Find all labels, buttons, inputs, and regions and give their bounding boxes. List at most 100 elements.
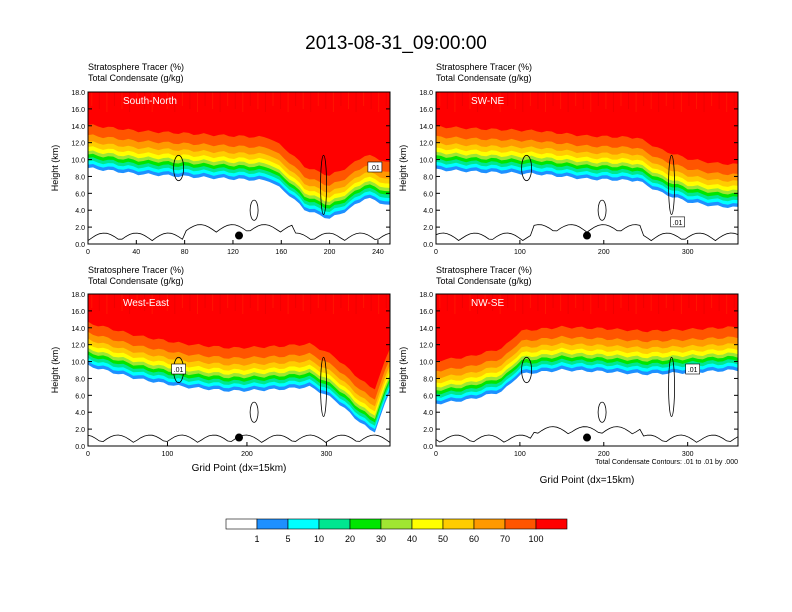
- cloud-contour: [668, 356, 675, 417]
- x-tick-label: 0: [86, 451, 90, 458]
- plot-frame: [435, 293, 739, 447]
- panel-3-xlabel: Grid Point (dx=15km): [192, 463, 287, 474]
- plot-4: .01 NW-SE 0.0 2.0 4.0 6.0 8.0 10.0 12.0 14.0 16.0 1…: [398, 292, 739, 458]
- x-tick-label: 240: [372, 249, 384, 256]
- y-tick-label: 8.0: [75, 376, 85, 383]
- y-tick-label: 6.0: [423, 393, 433, 400]
- legend-label: 5: [285, 534, 290, 544]
- y-tick-label: 14.0: [71, 124, 85, 131]
- cloud-contour: [668, 154, 675, 215]
- tracer-band-1: [436, 294, 738, 362]
- plot-frame: [87, 293, 391, 447]
- panel-south-north: Stratosphere Tracer (%) Total Condensate…: [88, 62, 184, 83]
- x-tick-label: 0: [434, 451, 438, 458]
- panel-3-subtitle-1: Stratosphere Tracer (%): [88, 265, 184, 275]
- legend-label: 70: [500, 534, 510, 544]
- x-tick-label: 120: [227, 249, 239, 256]
- panel-label: West-East: [123, 298, 169, 309]
- y-tick-label: 2.0: [423, 427, 433, 434]
- plot-1: .01 South-North 0.0 2.0 4.0 6.0 8.0 10.0 12.0 14.…: [50, 90, 391, 256]
- y-tick-label: 12.0: [419, 141, 433, 148]
- panel-3-subtitle-2: Total Condensate (g/kg): [88, 276, 184, 286]
- tracer-band-1: [88, 92, 390, 176]
- panel-label: NW-SE: [471, 298, 504, 309]
- y-axis-label: Height (km): [398, 145, 408, 192]
- y-tick-label: 16.0: [71, 107, 85, 114]
- legend-label: 20: [345, 534, 355, 544]
- tracer-band-1: [436, 92, 738, 165]
- x-tick-label: 80: [181, 249, 189, 256]
- plot-2: .01 SW-NE 0.0 2.0 4.0 6.0 8.0 10.0 12.0 14.0 16.0 1…: [398, 90, 739, 256]
- plot-frame: [87, 91, 391, 245]
- cloud-contour: [320, 356, 327, 417]
- y-tick-label: 14.0: [419, 124, 433, 131]
- legend-swatch: [504, 518, 537, 530]
- x-tick-label: 100: [514, 249, 526, 256]
- legend-label: 30: [376, 534, 386, 544]
- legend-swatch: [535, 518, 568, 530]
- y-tick-label: 12.0: [419, 343, 433, 350]
- y-tick-label: 14.0: [419, 326, 433, 333]
- cloud-contour: [521, 356, 532, 384]
- location-marker: [235, 231, 243, 240]
- y-tick-label: 6.0: [75, 393, 85, 400]
- y-tick-label: 4.0: [75, 208, 85, 215]
- location-marker: [583, 433, 591, 442]
- contour-label: .01: [174, 367, 184, 374]
- cloud-contour: [521, 154, 532, 182]
- legend-label: 10: [314, 534, 324, 544]
- y-tick-label: 4.0: [423, 208, 433, 215]
- y-tick-label: 10.0: [419, 360, 433, 367]
- panel-1-subtitle-2: Total Condensate (g/kg): [88, 73, 184, 83]
- y-tick-label: 2.0: [75, 427, 85, 434]
- plot-3: .01 West-East 0.0 2.0 4.0 6.0 8.0 10.0 12.0 14.0 1…: [50, 292, 391, 458]
- x-tick-label: 200: [598, 451, 610, 458]
- legend-swatch: [225, 518, 258, 530]
- contour-label: .01: [370, 165, 380, 172]
- cloud-contour: [249, 401, 259, 423]
- figure-title: 2013-08-31_09:00:00: [305, 33, 487, 54]
- legend-swatch: [287, 518, 320, 530]
- contour-label: .01: [688, 367, 698, 374]
- x-tick-label: 0: [434, 249, 438, 256]
- y-tick-label: 0.0: [75, 242, 85, 249]
- x-tick-label: 100: [514, 451, 526, 458]
- x-tick-label: 100: [162, 451, 174, 458]
- panel-4-subtitle-1: Stratosphere Tracer (%): [436, 265, 532, 275]
- contour-label-box: [685, 363, 701, 375]
- y-tick-label: 8.0: [423, 376, 433, 383]
- y-tick-label: 18.0: [71, 292, 85, 299]
- location-marker: [583, 231, 591, 240]
- condensate-contour: [436, 426, 738, 443]
- panel-2-subtitle-1: Stratosphere Tracer (%): [436, 62, 532, 72]
- panel-1-subtitle-1: Stratosphere Tracer (%): [88, 62, 184, 72]
- legend-swatch: [318, 518, 351, 530]
- y-tick-label: 8.0: [75, 174, 85, 181]
- x-tick-label: 0: [86, 249, 90, 256]
- y-tick-label: 2.0: [423, 225, 433, 232]
- legend-label: 40: [407, 534, 417, 544]
- condensate-contour: [88, 224, 390, 242]
- plot-frame: [435, 91, 739, 245]
- y-tick-label: 18.0: [419, 292, 433, 299]
- y-tick-label: 4.0: [423, 410, 433, 417]
- y-tick-label: 0.0: [423, 242, 433, 249]
- y-tick-label: 10.0: [71, 360, 85, 367]
- y-tick-label: 18.0: [71, 90, 85, 97]
- legend-label: 100: [528, 534, 543, 544]
- cloud-contour: [597, 401, 607, 423]
- panel-nw-se: Stratosphere Tracer (%) Total Condensate…: [436, 265, 738, 486]
- panel-4-subtitle-2: Total Condensate (g/kg): [436, 276, 532, 286]
- y-tick-label: 6.0: [423, 191, 433, 198]
- y-tick-label: 0.0: [75, 444, 85, 451]
- contour-label-box: [367, 161, 383, 173]
- x-tick-label: 300: [682, 249, 694, 256]
- y-tick-label: 12.0: [71, 343, 85, 350]
- y-tick-label: 16.0: [419, 309, 433, 316]
- panel-sw-ne: Stratosphere Tracer (%) Total Condensate…: [436, 62, 532, 83]
- y-tick-label: 10.0: [419, 158, 433, 165]
- legend-swatch: [473, 518, 506, 530]
- y-axis-label: Height (km): [398, 347, 408, 394]
- color-legend: 1 5 10 20 30 40 50 60 70 100: [225, 518, 568, 544]
